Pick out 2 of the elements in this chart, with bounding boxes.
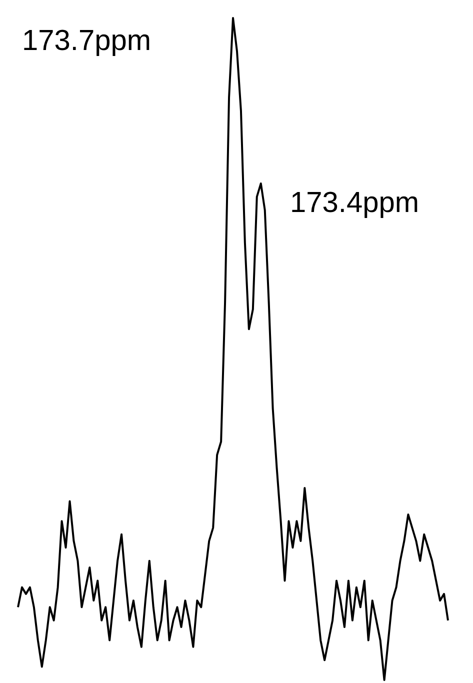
annotation: 173.7ppm bbox=[22, 25, 151, 57]
annotation: 173.4ppm bbox=[290, 187, 419, 219]
